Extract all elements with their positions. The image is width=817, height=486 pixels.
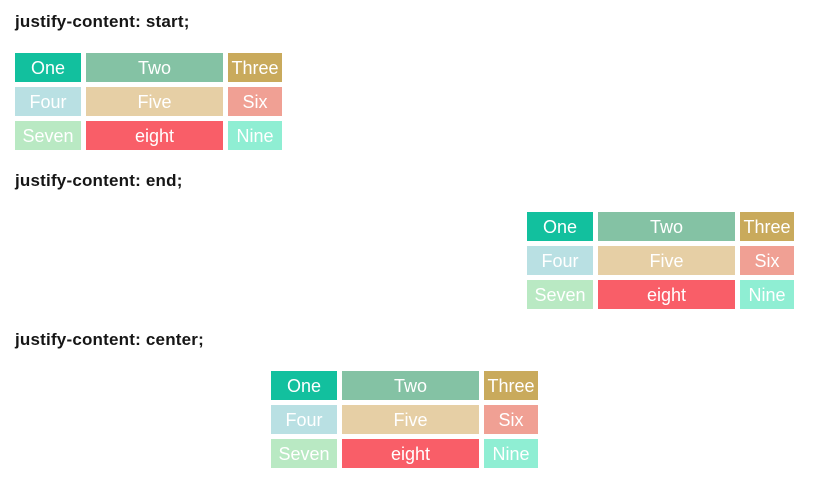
grid-cell-two: Two: [598, 212, 735, 241]
flex-container-start: One Two Three Four Five Six Seven eight …: [15, 53, 794, 150]
grid-cell-nine: Nine: [484, 439, 538, 468]
box-grid-center: One Two Three Four Five Six Seven eight …: [271, 371, 538, 468]
grid-cell-seven: Seven: [15, 121, 81, 150]
content-column: justify-content: start; One Two Three Fo…: [15, 0, 794, 468]
grid-cell-eight: eight: [598, 280, 735, 309]
flex-container-end: One Two Three Four Five Six Seven eight …: [15, 212, 794, 309]
grid-cell-five: Five: [86, 87, 223, 116]
grid-cell-four: Four: [527, 246, 593, 275]
grid-cell-three: Three: [228, 53, 282, 82]
grid-cell-four: Four: [271, 405, 337, 434]
section-title-center: justify-content: center;: [15, 330, 204, 349]
grid-cell-nine: Nine: [740, 280, 794, 309]
grid-cell-one: One: [271, 371, 337, 400]
grid-cell-seven: Seven: [527, 280, 593, 309]
grid-cell-five: Five: [598, 246, 735, 275]
grid-cell-eight: eight: [342, 439, 479, 468]
grid-cell-seven: Seven: [271, 439, 337, 468]
grid-cell-six: Six: [484, 405, 538, 434]
grid-cell-two: Two: [86, 53, 223, 82]
box-grid-start: One Two Three Four Five Six Seven eight …: [15, 53, 282, 150]
grid-cell-eight: eight: [86, 121, 223, 150]
grid-cell-three: Three: [484, 371, 538, 400]
grid-cell-three: Three: [740, 212, 794, 241]
grid-cell-six: Six: [740, 246, 794, 275]
grid-cell-four: Four: [15, 87, 81, 116]
grid-cell-one: One: [527, 212, 593, 241]
section-title-end: justify-content: end;: [15, 171, 183, 190]
section-title-start: justify-content: start;: [15, 12, 190, 31]
grid-cell-nine: Nine: [228, 121, 282, 150]
grid-cell-five: Five: [342, 405, 479, 434]
flex-container-center: One Two Three Four Five Six Seven eight …: [15, 371, 794, 468]
grid-cell-two: Two: [342, 371, 479, 400]
grid-cell-one: One: [15, 53, 81, 82]
box-grid-end: One Two Three Four Five Six Seven eight …: [527, 212, 794, 309]
grid-cell-six: Six: [228, 87, 282, 116]
